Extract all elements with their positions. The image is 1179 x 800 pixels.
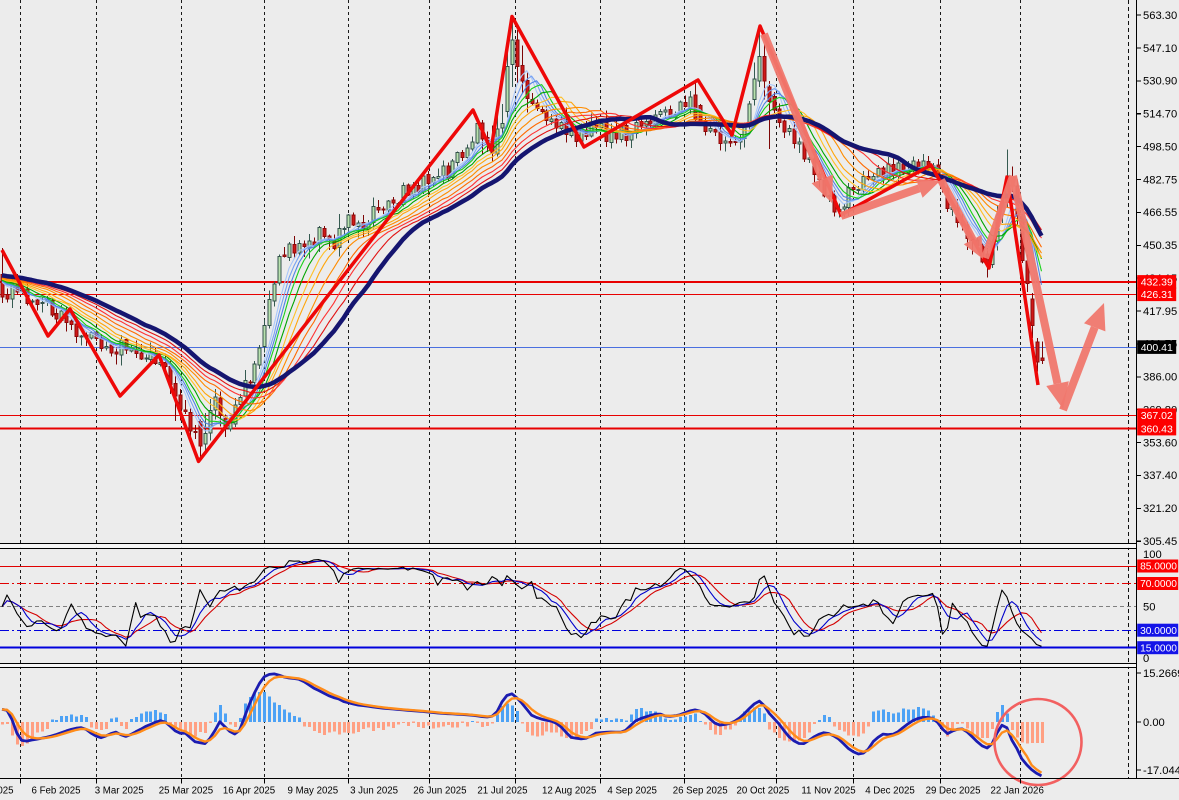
- svg-text:547.10: 547.10: [1143, 43, 1177, 55]
- svg-text:21 Jul 2025: 21 Jul 2025: [477, 785, 527, 796]
- svg-text:20 Oct 2025: 20 Oct 2025: [737, 785, 790, 796]
- svg-text:15.0000: 15.0000: [1140, 643, 1177, 654]
- svg-text:514.70: 514.70: [1143, 109, 1177, 121]
- svg-text:3 Mar 2025: 3 Mar 2025: [95, 785, 144, 796]
- svg-text:417.95: 417.95: [1143, 306, 1177, 318]
- svg-text:0.00: 0.00: [1143, 717, 1165, 729]
- svg-text:563.30: 563.30: [1143, 10, 1177, 22]
- svg-text:482.75: 482.75: [1143, 174, 1177, 186]
- svg-text:16 Apr 2025: 16 Apr 2025: [223, 785, 275, 796]
- svg-text:25 Mar 2025: 25 Mar 2025: [159, 785, 213, 796]
- svg-text:466.55: 466.55: [1143, 207, 1177, 219]
- svg-text:30.0000: 30.0000: [1140, 626, 1177, 637]
- svg-text:29 Dec 2025: 29 Dec 2025: [926, 785, 981, 796]
- svg-text:100: 100: [1143, 549, 1162, 561]
- svg-text:386.00: 386.00: [1143, 372, 1177, 384]
- svg-text:498.50: 498.50: [1143, 141, 1177, 153]
- svg-text:367.02: 367.02: [1141, 410, 1173, 422]
- svg-text:0: 0: [1143, 653, 1149, 665]
- svg-text:11 Nov 2025: 11 Nov 2025: [801, 785, 855, 796]
- svg-text:-17.0448: -17.0448: [1143, 765, 1179, 777]
- svg-text:432.39: 432.39: [1141, 277, 1173, 289]
- svg-text:3 Jun 2025: 3 Jun 2025: [350, 785, 398, 796]
- svg-text:4 Sep 2025: 4 Sep 2025: [607, 785, 657, 796]
- svg-text:426.31: 426.31: [1141, 289, 1173, 301]
- svg-text:530.90: 530.90: [1143, 76, 1177, 88]
- svg-text:305.45: 305.45: [1143, 536, 1177, 548]
- svg-text:12 Aug 2025: 12 Aug 2025: [542, 785, 596, 796]
- svg-text:22 Jan 2026: 22 Jan 2026: [991, 785, 1044, 796]
- svg-text:26 Sep 2025: 26 Sep 2025: [673, 785, 728, 796]
- svg-text:400.41: 400.41: [1141, 342, 1173, 354]
- svg-text:337.40: 337.40: [1143, 470, 1177, 482]
- svg-text:15.2669: 15.2669: [1143, 668, 1179, 680]
- svg-text:353.60: 353.60: [1143, 437, 1177, 449]
- svg-text:321.20: 321.20: [1143, 503, 1177, 515]
- svg-text:6 Feb 2025: 6 Feb 2025: [32, 785, 81, 796]
- svg-text:70.0000: 70.0000: [1140, 579, 1177, 590]
- svg-text:85.0000: 85.0000: [1140, 562, 1177, 573]
- svg-text:50: 50: [1143, 601, 1155, 613]
- svg-text:360.43: 360.43: [1141, 423, 1173, 435]
- svg-text:4 Dec 2025: 4 Dec 2025: [865, 785, 915, 796]
- svg-text:2025: 2025: [0, 785, 14, 796]
- svg-text:450.35: 450.35: [1143, 240, 1177, 252]
- svg-text:26 Jun 2025: 26 Jun 2025: [413, 785, 466, 796]
- svg-text:9 May 2025: 9 May 2025: [288, 785, 339, 796]
